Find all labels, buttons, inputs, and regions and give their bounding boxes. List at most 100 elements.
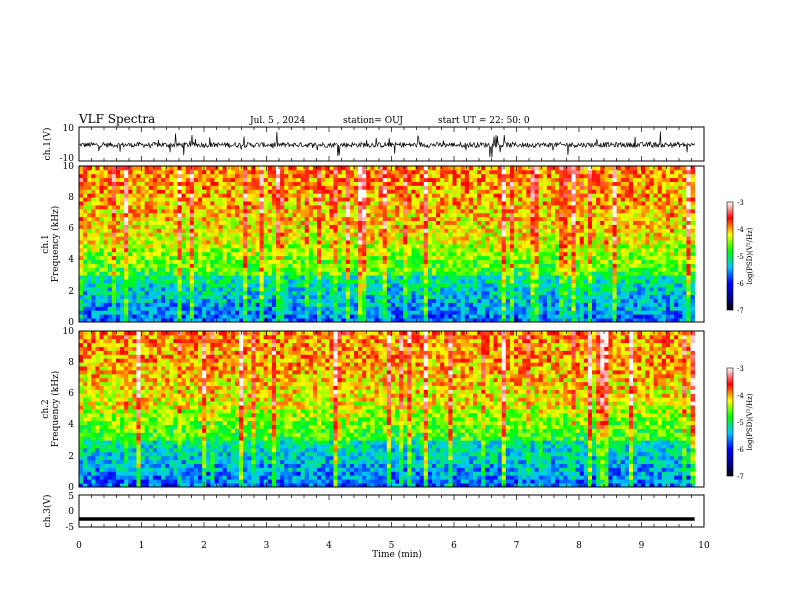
spectrogram-cell <box>226 279 232 284</box>
spectrogram-cell <box>358 185 363 190</box>
spectrogram-cell <box>514 286 519 292</box>
spectrogram-cell <box>308 275 314 280</box>
spectrogram-cell <box>185 310 191 315</box>
spectrogram-cell <box>136 244 141 249</box>
spectrogram-cell <box>148 185 154 190</box>
spectrogram-cell <box>559 201 564 206</box>
spectrogram-cell <box>111 279 117 284</box>
spectrogram-cell <box>329 306 334 311</box>
spectrogram-cell <box>481 244 486 249</box>
spectrogram-cell <box>362 224 367 229</box>
spectrogram-cell <box>107 232 113 237</box>
spectrogram-cell <box>144 208 150 214</box>
spectrogram-cell <box>193 263 199 268</box>
spectrogram-cell <box>169 310 174 315</box>
spectrogram-cell <box>460 298 466 303</box>
spectrogram-cell <box>395 201 400 206</box>
spectrogram-cell <box>546 232 552 237</box>
spectrogram-cell <box>427 228 433 233</box>
spectrogram-cell <box>411 166 416 171</box>
spectrogram-cell <box>83 189 88 194</box>
spectrogram-cell <box>103 259 109 264</box>
spectrogram-cell <box>386 283 392 288</box>
spectrogram-cell <box>198 294 203 299</box>
spectrogram-cell <box>247 271 252 276</box>
spectrogram-cell <box>374 251 379 257</box>
spectrogram-cell <box>456 294 462 299</box>
spectrogram-cell <box>563 310 568 315</box>
spectrogram-cell <box>198 271 203 276</box>
spectrogram-cell <box>95 244 100 249</box>
spectrogram-cell <box>538 212 544 218</box>
spectrogram-cell <box>99 240 105 245</box>
spectrogram-cell <box>448 240 453 245</box>
figure-title: VLF Spectra <box>78 112 155 126</box>
spectrogram-cell <box>575 173 581 179</box>
spectrogram-cell <box>526 283 531 288</box>
spectrogram-cell <box>534 263 540 268</box>
spectrogram-cell <box>448 177 453 182</box>
spectrogram-cell <box>140 232 146 237</box>
spectrogram-cell <box>522 259 527 264</box>
spectrogram-cell <box>542 173 548 179</box>
spectrogram-cell <box>91 259 96 264</box>
spectrogram-cell <box>255 267 260 272</box>
spectrogram-cell <box>140 181 146 186</box>
spectrogram-cell <box>514 255 519 260</box>
spectrogram-cell <box>509 177 515 182</box>
spectrogram-cell <box>448 244 453 249</box>
spectrogram-cell <box>263 255 269 260</box>
spectrogram-cell <box>395 267 400 272</box>
spectrogram-cell <box>358 255 363 260</box>
spectrogram-cell <box>370 247 375 253</box>
spectrogram-cell <box>107 169 113 175</box>
spectrogram-cell <box>370 290 375 296</box>
spectrogram-cell <box>444 244 449 249</box>
spectrogram-cell <box>222 267 228 272</box>
spectrogram-cell <box>304 220 310 225</box>
spectrogram-cell <box>362 201 367 206</box>
spectrogram-cell <box>518 228 523 233</box>
spectrogram-cell <box>156 216 162 221</box>
spectrogram-cell <box>214 197 219 202</box>
spectrogram-cell <box>538 255 544 260</box>
spectrogram-cell <box>431 314 437 319</box>
spectrogram-cell <box>386 212 392 218</box>
spectrogram-cell <box>288 189 293 194</box>
spectrogram-cell <box>456 166 462 171</box>
spectrogram-cell <box>497 166 503 171</box>
spectrogram-cell <box>493 286 499 292</box>
spectrogram-cell <box>407 271 412 276</box>
spectrogram-cell <box>193 185 199 190</box>
spectrogram-cell <box>234 232 240 237</box>
spectrogram-cell <box>493 205 499 210</box>
spectrogram-cell <box>263 275 269 280</box>
spectrogram-cell <box>140 177 146 182</box>
spectrogram-cell <box>304 306 310 311</box>
spectrogram-cell <box>185 185 191 190</box>
spectrogram-cell <box>505 244 511 249</box>
spectrogram-cell <box>296 314 302 319</box>
spectrogram-cell <box>230 251 236 257</box>
spectrogram-cell <box>177 259 182 264</box>
spectrogram-cell <box>206 208 211 214</box>
spectrogram-cell <box>79 201 84 206</box>
spectrogram-cell <box>247 197 252 202</box>
spectrogram-cell <box>267 189 273 194</box>
spectrogram-cell <box>288 279 293 284</box>
spectrogram-cell <box>321 290 326 296</box>
spectrogram-cell <box>473 306 478 311</box>
spectrogram-cell <box>107 298 113 303</box>
spectrogram-cell <box>571 310 576 315</box>
spectrogram-cell <box>337 224 343 229</box>
spectrogram-cell <box>349 181 355 186</box>
spectrogram-cell <box>436 263 441 268</box>
spectrogram-cell <box>198 286 203 292</box>
spectrogram-cell <box>538 294 544 299</box>
spectrogram-cell <box>317 240 322 245</box>
spectrogram-cell <box>226 290 232 296</box>
spectrogram-cell <box>165 177 170 182</box>
spectrogram-cell <box>526 173 531 179</box>
spectrogram-cell <box>280 294 285 299</box>
spectrogram-cell <box>493 263 499 268</box>
